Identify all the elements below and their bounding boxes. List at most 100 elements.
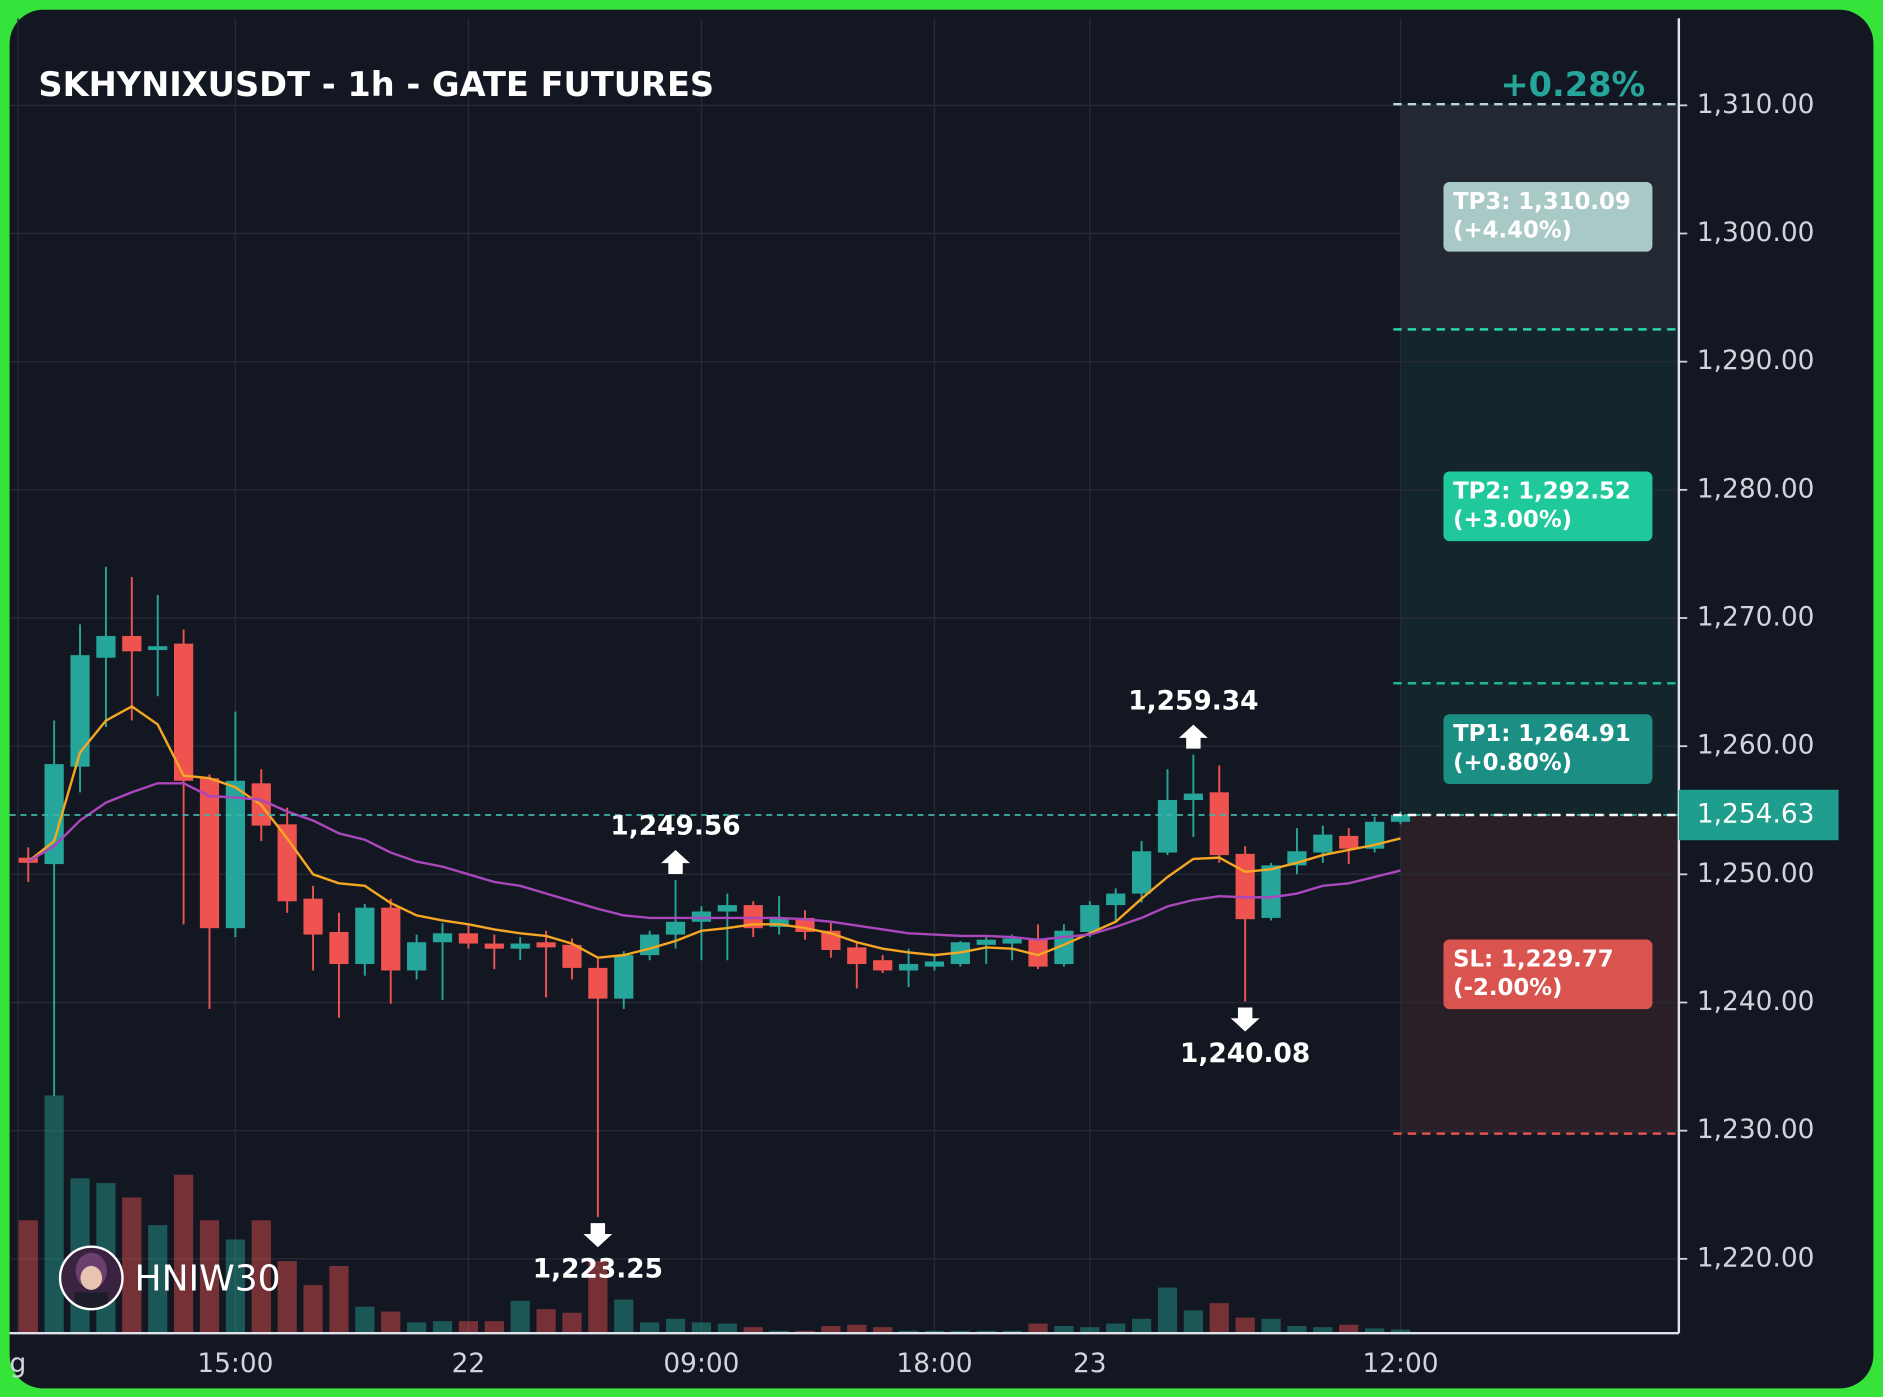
volume-bar bbox=[277, 1261, 297, 1334]
level-box bbox=[1443, 714, 1653, 784]
x-tick-label: 09:00 bbox=[663, 1348, 739, 1379]
volume-bar bbox=[562, 1312, 582, 1334]
candle-body bbox=[743, 905, 763, 929]
volume-bar bbox=[381, 1311, 401, 1334]
candle-body bbox=[277, 824, 297, 902]
avatar-body bbox=[74, 1292, 109, 1308]
x-tick-label: 23 bbox=[1073, 1348, 1107, 1379]
y-tick-label: 1,270.00 bbox=[1697, 602, 1815, 633]
volume-bar bbox=[1183, 1310, 1203, 1334]
candle-body bbox=[70, 655, 90, 767]
candle-body bbox=[432, 933, 453, 943]
volume-bar bbox=[847, 1324, 867, 1334]
candle-body bbox=[588, 967, 608, 999]
level-change: (+4.40%) bbox=[1453, 218, 1572, 244]
volume-bar bbox=[1157, 1287, 1178, 1334]
candle-body bbox=[1209, 792, 1229, 856]
volume-bar bbox=[1106, 1323, 1126, 1334]
candle-body bbox=[329, 932, 349, 965]
x-tick-label: 15:00 bbox=[197, 1348, 273, 1379]
watermark-text: HNIW30 bbox=[135, 1258, 281, 1299]
candle-body bbox=[458, 933, 479, 944]
y-tick-label: 1,240.00 bbox=[1697, 986, 1815, 1017]
volume-bar bbox=[484, 1321, 504, 1334]
volume-bar bbox=[1054, 1325, 1074, 1334]
candle-body bbox=[1002, 938, 1022, 944]
candle-body bbox=[924, 961, 945, 967]
candle-body bbox=[1106, 893, 1126, 906]
volume-bar bbox=[1235, 1317, 1255, 1334]
x-tick-label: g bbox=[10, 1348, 27, 1379]
volume-bar bbox=[407, 1322, 427, 1334]
volume-bar bbox=[1080, 1327, 1100, 1334]
x-tick-label: 18:00 bbox=[896, 1348, 972, 1379]
volume-bar bbox=[122, 1197, 142, 1334]
level-box bbox=[1443, 471, 1653, 542]
candle-body bbox=[1390, 814, 1411, 822]
price-box bbox=[1678, 789, 1839, 841]
change-label: +0.28% bbox=[1500, 65, 1645, 104]
volume-bar bbox=[717, 1323, 737, 1334]
candle-body bbox=[148, 646, 168, 651]
candle-body bbox=[640, 934, 660, 956]
candle-body bbox=[976, 939, 996, 945]
annotation-label: 1,223.25 bbox=[533, 1254, 663, 1285]
candle-body bbox=[1028, 938, 1048, 967]
candle-body bbox=[898, 964, 919, 971]
candle-body bbox=[1365, 821, 1385, 849]
volume-bar bbox=[1287, 1325, 1307, 1334]
volume-bar bbox=[1365, 1328, 1385, 1334]
y-tick-label: 1,300.00 bbox=[1697, 217, 1815, 248]
volume-bar bbox=[251, 1220, 271, 1334]
candle-body bbox=[1313, 834, 1333, 853]
candle-body bbox=[1339, 835, 1359, 849]
candle-body bbox=[355, 907, 375, 965]
candle-body bbox=[407, 942, 427, 971]
candle-body bbox=[769, 917, 789, 927]
volume-bar bbox=[614, 1299, 634, 1334]
volume-bar bbox=[873, 1327, 893, 1334]
candle-body bbox=[173, 643, 194, 781]
candle-body bbox=[847, 947, 867, 965]
candle-body bbox=[122, 635, 142, 652]
volume-bar bbox=[691, 1322, 712, 1334]
candle-body bbox=[381, 907, 401, 971]
volume-bar bbox=[148, 1225, 168, 1334]
volume-bar bbox=[18, 1220, 38, 1334]
volume-bar bbox=[225, 1239, 245, 1334]
candle-body bbox=[484, 943, 504, 949]
level-label: SL: 1,229.77 bbox=[1453, 946, 1614, 972]
y-tick-label: 1,310.00 bbox=[1697, 89, 1815, 120]
y-tick-label: 1,260.00 bbox=[1697, 730, 1815, 761]
candle-body bbox=[1183, 793, 1203, 801]
watermark: HNIW30 bbox=[58, 1245, 281, 1311]
ma-line bbox=[27, 782, 1401, 941]
y-tick-label: 1,220.00 bbox=[1697, 1242, 1815, 1273]
y-tick-label: 1,290.00 bbox=[1697, 345, 1815, 376]
x-tick-label: 12:00 bbox=[1362, 1348, 1438, 1379]
volume-bar bbox=[1131, 1318, 1152, 1334]
level-label: TP2: 1,292.52 bbox=[1453, 478, 1631, 504]
volume-bar bbox=[432, 1321, 453, 1334]
price-label: 1,254.63 bbox=[1697, 798, 1815, 829]
volume-bar bbox=[329, 1265, 349, 1334]
candle-body bbox=[717, 905, 737, 912]
annotation-label: 1,259.34 bbox=[1128, 685, 1258, 716]
annotation-arrow bbox=[661, 849, 690, 874]
annotation-arrow bbox=[583, 1223, 613, 1248]
candle-body bbox=[614, 955, 634, 999]
level-box bbox=[1443, 939, 1653, 1010]
level-box bbox=[1443, 181, 1653, 252]
ma-line bbox=[27, 705, 1401, 959]
volume-bar bbox=[1390, 1329, 1411, 1334]
chart-title: SKHYNIXUSDT - 1h - GATE FUTURES bbox=[38, 65, 714, 104]
candle-body bbox=[1080, 905, 1100, 933]
x-tick-label: 22 bbox=[452, 1348, 486, 1379]
y-tick-label: 1,250.00 bbox=[1697, 858, 1815, 889]
volume-bar bbox=[640, 1322, 660, 1334]
level-label: TP1: 1,264.91 bbox=[1453, 721, 1631, 747]
candle-body bbox=[873, 960, 893, 971]
volume-bar bbox=[536, 1309, 556, 1334]
